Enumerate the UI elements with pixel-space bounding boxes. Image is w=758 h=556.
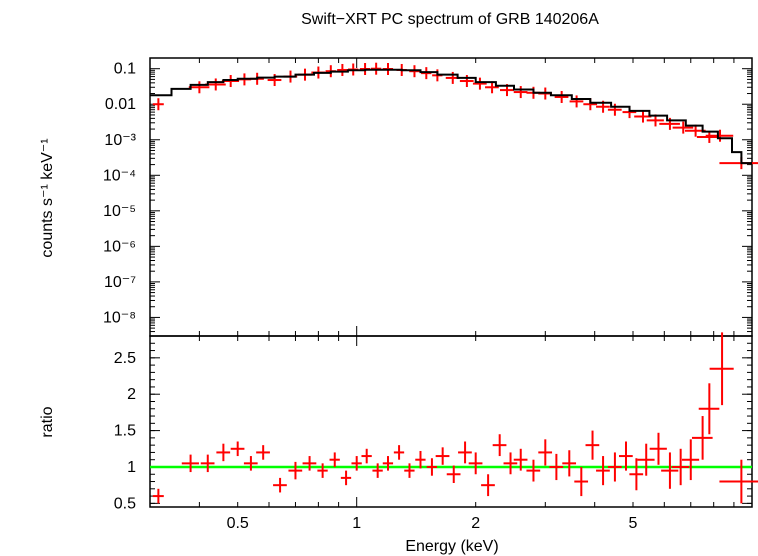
spectrum-data-point <box>705 129 734 142</box>
spectrum-data-point <box>152 98 164 111</box>
ratio-data-point <box>661 452 679 489</box>
y-tick-label: 10⁻⁴ <box>103 167 136 184</box>
ratio-data-point <box>404 463 415 478</box>
chart-title: Swift−XRT PC spectrum of GRB 140206A <box>301 11 599 28</box>
y-tick-label: 0.5 <box>114 495 136 512</box>
spectrum-data-point <box>672 121 694 134</box>
ratio-data-point <box>382 456 394 471</box>
ratio-data-point <box>596 456 610 486</box>
spectrum-data-point <box>554 90 569 103</box>
ratio-data-point <box>302 456 317 471</box>
ratio-y-axis-label: ratio <box>39 406 56 437</box>
ratio-data-point <box>526 459 541 482</box>
spectrum-data-point <box>188 81 210 94</box>
ratio-data-point <box>492 434 507 457</box>
spectrum-data-point <box>370 62 382 75</box>
ratio-data-point <box>340 470 352 486</box>
ratio-data-point <box>681 439 700 481</box>
y-tick-label: 2.5 <box>114 350 136 367</box>
ratio-data-point <box>216 443 231 462</box>
ratio-data-point <box>329 452 340 467</box>
ratio-data-point <box>288 461 303 480</box>
spectrum-data-point <box>607 103 622 116</box>
y-tick-label: 2 <box>127 386 136 403</box>
y-tick-label: 10⁻³ <box>104 132 136 149</box>
ratio-panel: 0.5 1 2 5 0.5 1 1.5 2 2.5 <box>114 332 758 532</box>
ratio-data-point <box>426 458 438 476</box>
ratio-data-point <box>629 458 644 491</box>
ratio-data-point <box>200 454 215 473</box>
ratio-data-point <box>481 474 495 497</box>
spectrum-data-point <box>569 95 584 108</box>
ratio-data-point <box>243 456 258 471</box>
ratio-data-point <box>273 477 287 493</box>
spectrum-data-point <box>459 75 474 88</box>
y-tick-label: 10⁻⁷ <box>104 274 136 291</box>
x-axis-label: Energy (keV) <box>405 538 498 555</box>
ratio-data-point <box>574 466 589 497</box>
ratio-data-point <box>538 439 553 466</box>
ratio-data-point <box>372 463 383 478</box>
ratio-data-point <box>503 452 518 475</box>
spectrum-data-point <box>421 67 432 80</box>
ratio-data-point <box>607 452 622 482</box>
ratio-data-point <box>458 441 472 464</box>
ratio-data-point <box>585 430 600 460</box>
ratio-data-point <box>513 448 528 471</box>
x-tick-label: 2 <box>471 515 480 532</box>
y-tick-label: 1 <box>127 459 136 476</box>
ratio-data-point <box>446 465 461 483</box>
spectrum-data-point <box>513 86 528 99</box>
x-tick-label: 1 <box>352 515 361 532</box>
ratio-data-point <box>649 432 667 465</box>
ratio-frame <box>149 335 753 508</box>
ratio-data-point <box>671 448 690 486</box>
spectrum-data-point <box>472 77 487 90</box>
y-tick-label: 0.1 <box>114 61 136 78</box>
spectrum-data-point <box>221 75 240 88</box>
y-tick-label: 0.01 <box>105 96 136 113</box>
x-tick-label: 0.5 <box>227 515 249 532</box>
ratio-data-point <box>637 443 655 476</box>
ratio-data-point <box>691 416 713 460</box>
ratio-data-point <box>549 453 564 481</box>
ratio-data-point <box>181 454 199 473</box>
ratio-data-point <box>719 459 758 504</box>
y-tick-label: 10⁻⁸ <box>103 309 136 326</box>
spectrum-y-axis-label: counts s⁻¹ keV⁻¹ <box>39 138 56 257</box>
y-tick-label: 1.5 <box>114 423 136 440</box>
y-tick-label: 10⁻⁵ <box>103 203 136 220</box>
ratio-data-point <box>351 456 362 471</box>
ratio-data-point <box>709 332 734 406</box>
ratio-data-point <box>618 441 633 471</box>
ratio-data-point <box>435 447 450 465</box>
ratio-data-point <box>152 488 164 504</box>
ratio-data-point <box>415 450 426 469</box>
x-tick-label: 5 <box>629 515 638 532</box>
model-curve <box>150 68 752 165</box>
spectrum-panel: 0.1 0.01 10⁻³ 10⁻⁴ 10⁻⁵ 10⁻⁶ 10⁻⁷ 10⁻⁸ <box>103 57 758 507</box>
spectrum-data-point <box>485 81 499 94</box>
ratio-data-point <box>256 445 270 460</box>
spectrum-data-point <box>337 63 348 76</box>
ratio-data-point <box>468 452 483 475</box>
y-tick-label: 10⁻⁶ <box>103 238 136 255</box>
spectrum-frame <box>149 57 753 337</box>
ratio-data-point <box>562 450 577 477</box>
ratio-data-point <box>698 383 720 435</box>
ratio-data-point <box>393 445 405 460</box>
ratio-data-point <box>361 448 372 464</box>
ratio-data-point <box>317 463 328 478</box>
ratio-data-point <box>230 441 245 457</box>
